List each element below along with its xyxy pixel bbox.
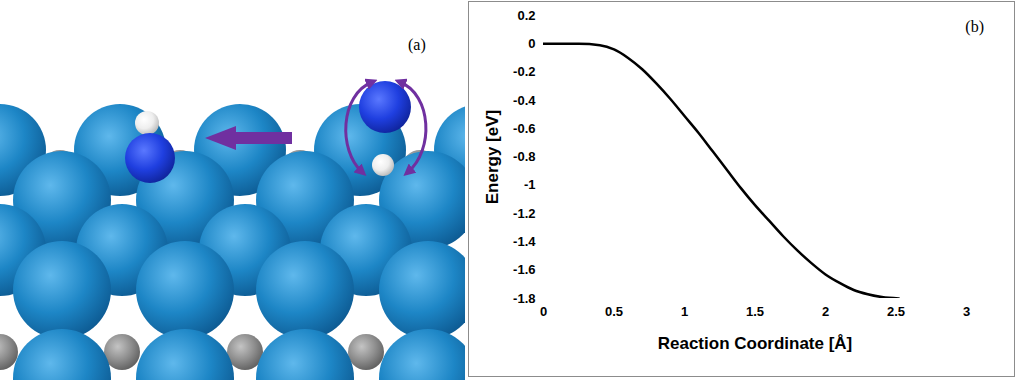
svg-text:Energy [eV]: Energy [eV] [483, 110, 502, 204]
svg-text:3: 3 [963, 304, 970, 319]
svg-text:1.5: 1.5 [746, 304, 764, 319]
svg-text:-1.2: -1.2 [513, 206, 535, 221]
svg-text:(a): (a) [408, 36, 426, 54]
svg-text:0.5: 0.5 [605, 304, 623, 319]
svg-text:-1.8: -1.8 [513, 291, 535, 306]
svg-text:2: 2 [822, 304, 829, 319]
svg-text:-0.6: -0.6 [513, 121, 535, 136]
svg-text:0: 0 [540, 304, 547, 319]
svg-text:-1.4: -1.4 [513, 234, 536, 249]
svg-text:1: 1 [681, 304, 688, 319]
svg-text:2.5: 2.5 [887, 304, 905, 319]
svg-text:-0.4: -0.4 [513, 93, 536, 108]
svg-text:0: 0 [528, 36, 535, 51]
svg-text:-0.2: -0.2 [513, 64, 535, 79]
svg-text:-1: -1 [524, 177, 536, 192]
svg-text:-1.6: -1.6 [513, 262, 535, 277]
svg-text:Reaction Coordinate [Å]: Reaction Coordinate [Å] [658, 334, 853, 353]
svg-text:-0.8: -0.8 [513, 149, 535, 164]
svg-text:0.2: 0.2 [517, 8, 535, 23]
html-text:(b): (b) [965, 18, 984, 35]
